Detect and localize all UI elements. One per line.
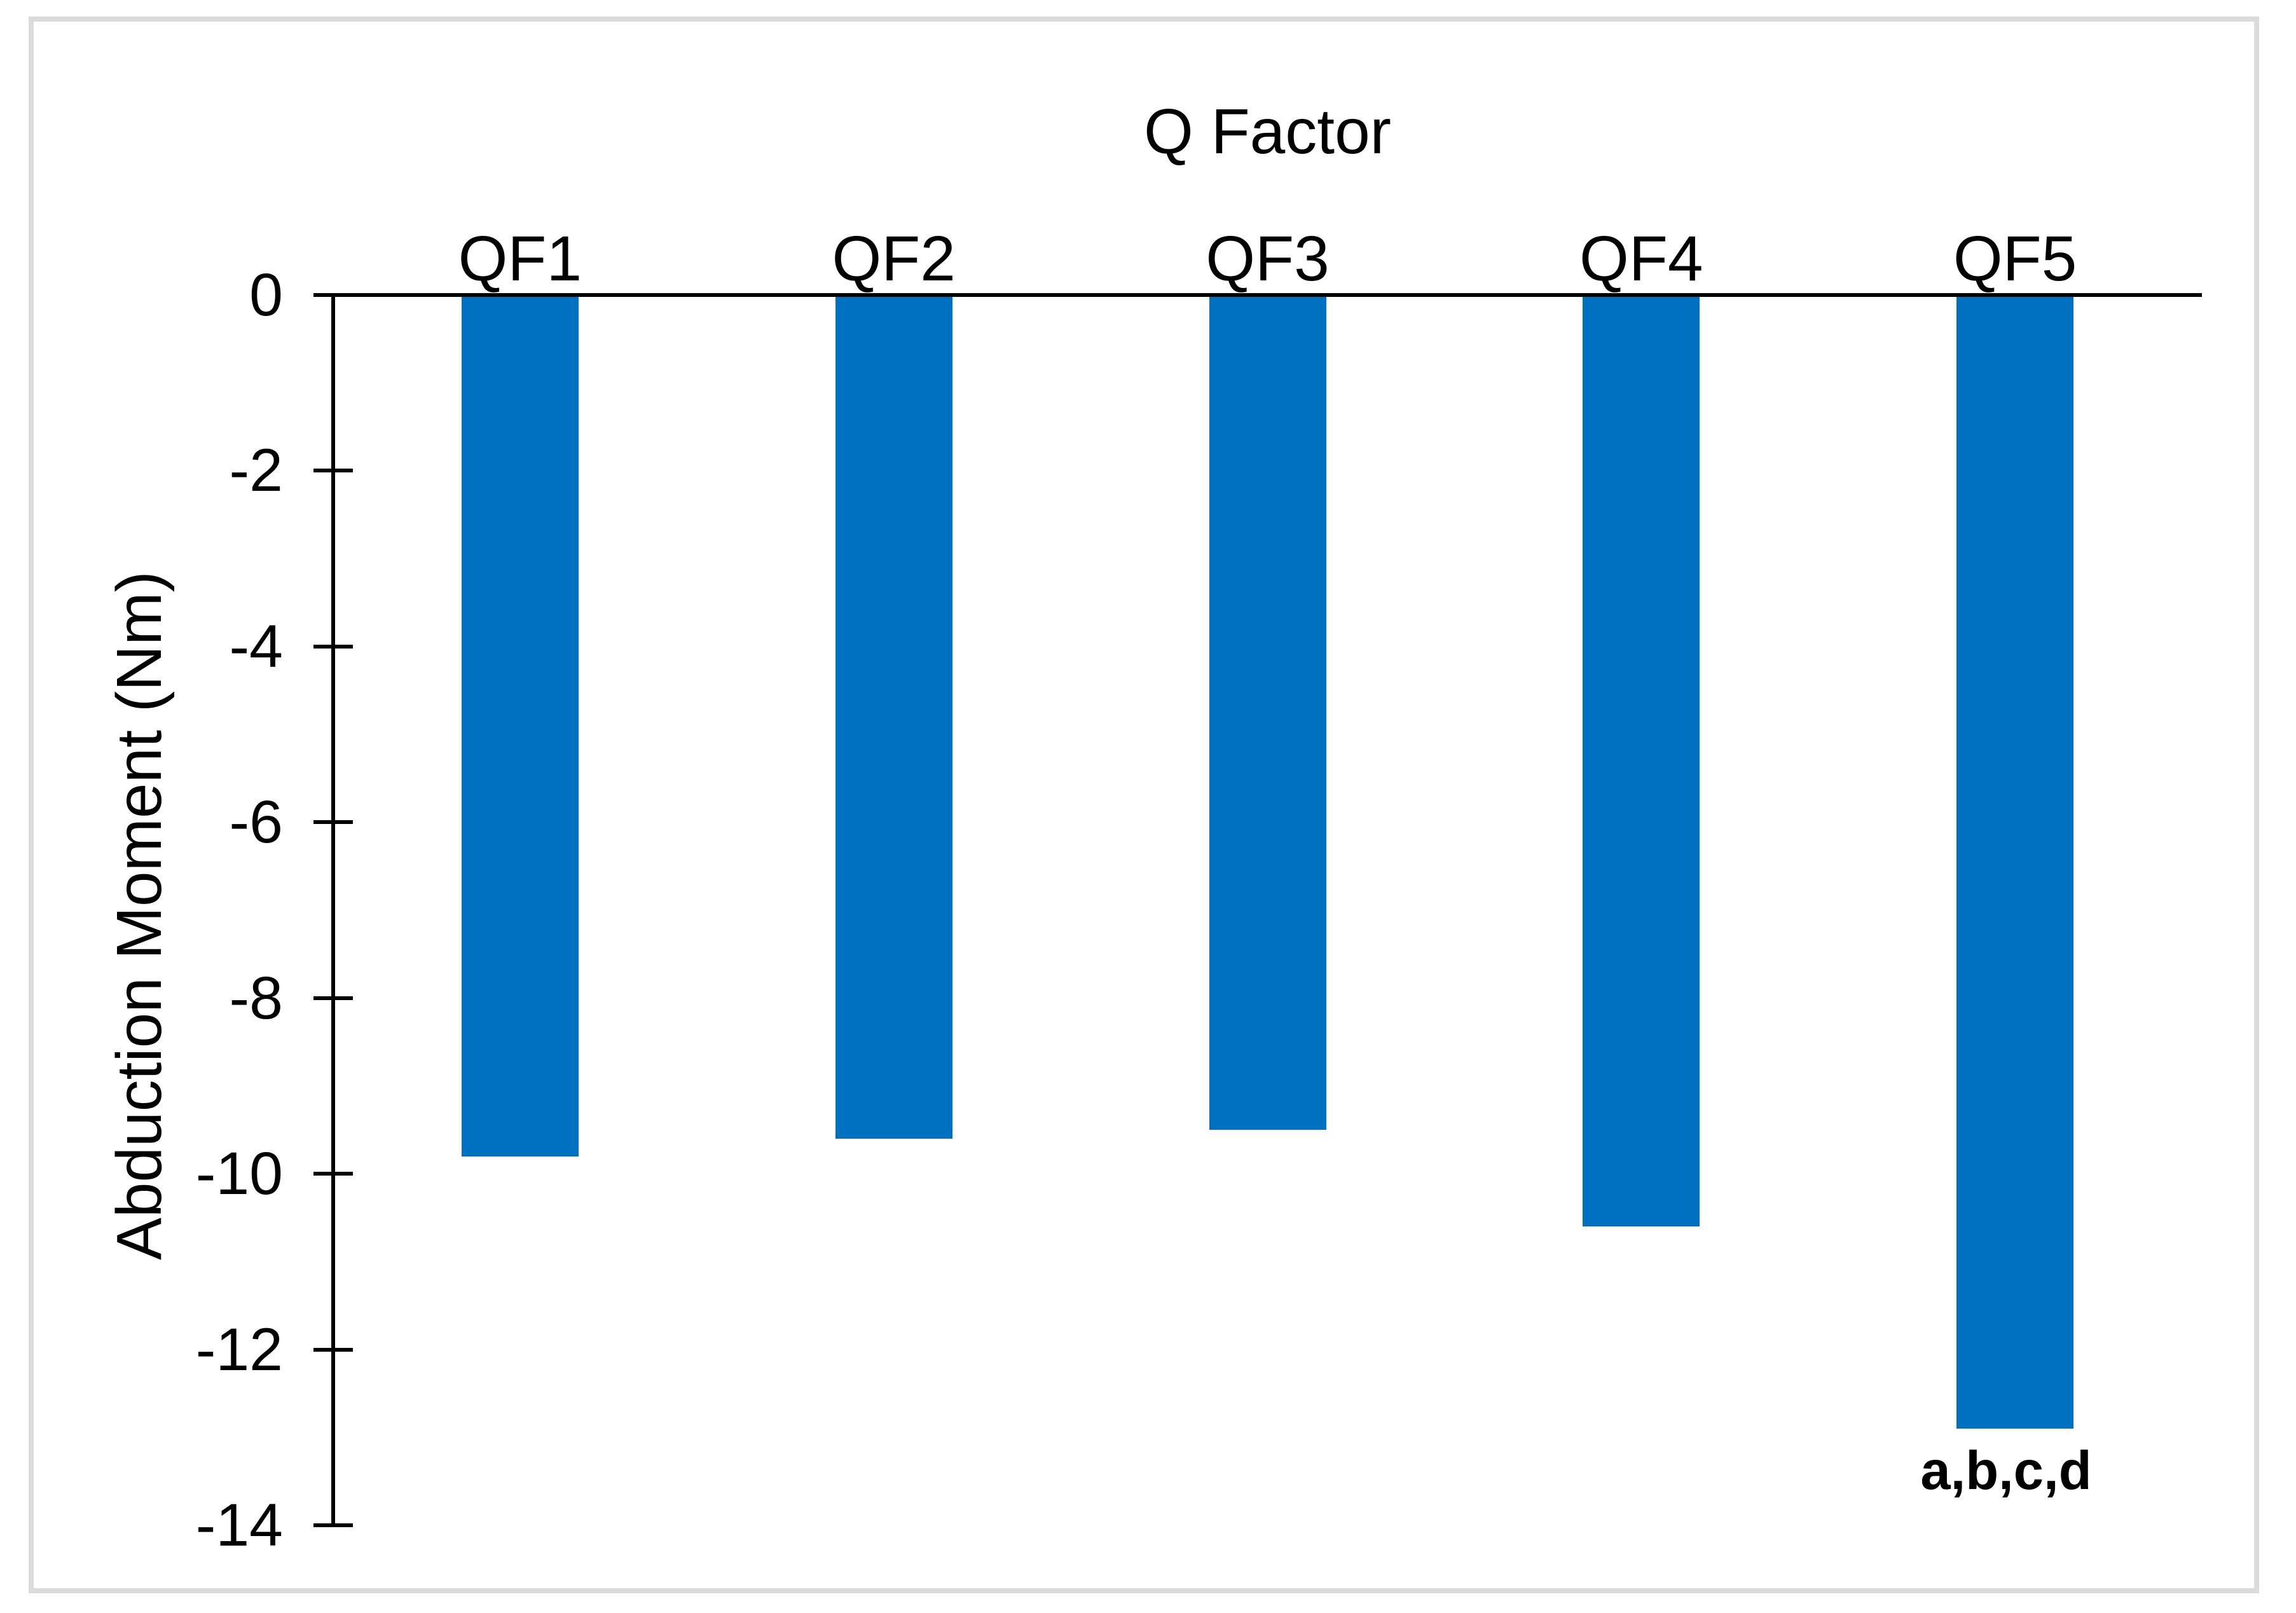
bar-qf5: [1956, 297, 2074, 1429]
y-tick-mark: [313, 1347, 353, 1352]
y-axis-line: [331, 293, 335, 1527]
y-tick-label: -12: [195, 1315, 283, 1383]
y-tick-mark: [313, 996, 353, 1000]
bar-qf2: [835, 297, 952, 1139]
y-tick-mark: [313, 1172, 353, 1176]
y-tick-label: 0: [249, 261, 283, 329]
category-label-qf4: QF4: [1579, 223, 1703, 294]
y-tick-mark: [313, 293, 353, 297]
category-label-qf3: QF3: [1206, 223, 1330, 294]
y-tick-label: -4: [229, 612, 283, 680]
chart-title: Q Factor: [1144, 96, 1391, 167]
y-tick-label: -14: [195, 1492, 283, 1559]
y-tick-mark: [313, 820, 353, 825]
bar-qf4: [1583, 297, 1700, 1227]
y-tick-label: -8: [229, 964, 283, 1032]
y-tick-label: -6: [229, 788, 283, 856]
y-tick-mark: [313, 1523, 353, 1527]
y-tick-label: -10: [195, 1140, 283, 1208]
bar-qf1: [461, 297, 579, 1157]
x-axis-zero-line: [331, 293, 2202, 297]
significance-annotation: a,b,c,d: [1920, 1441, 2092, 1501]
chart-outer-frame: [29, 17, 2259, 1593]
y-tick-label: -2: [229, 437, 283, 505]
category-label-qf2: QF2: [832, 223, 956, 294]
category-label-qf1: QF1: [458, 223, 582, 294]
category-label-qf5: QF5: [1953, 223, 2077, 294]
bar-qf3: [1209, 297, 1326, 1130]
y-tick-mark: [313, 469, 353, 473]
y-tick-mark: [313, 644, 353, 649]
